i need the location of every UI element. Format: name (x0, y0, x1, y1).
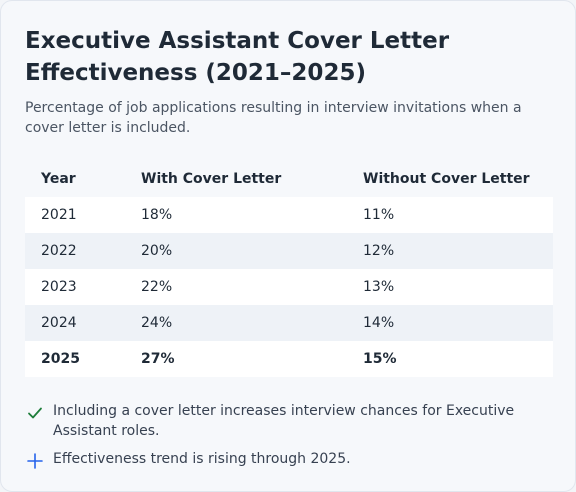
cell-with-cover-letter: 27% (125, 341, 347, 377)
note-text: Effectiveness trend is rising through 20… (53, 451, 351, 467)
table-row: 2022 20% 12% (25, 233, 553, 269)
column-header-with-cover-letter: With Cover Letter (141, 171, 282, 187)
cell-year: 2022 (25, 233, 125, 269)
cell-without-cover-letter: 13% (347, 269, 553, 305)
cell-without-cover-letter: 15% (347, 341, 553, 377)
check-icon (25, 403, 45, 423)
cell-year: 2021 (25, 197, 125, 233)
note-item: Effectiveness trend is rising through 20… (25, 449, 545, 471)
cell-with-cover-letter: 18% (125, 197, 347, 233)
cell-without-cover-letter: 11% (347, 197, 553, 233)
cell-year: 2023 (25, 269, 125, 305)
page-subtitle: Percentage of job applications resulting… (25, 100, 522, 136)
data-table: Year With Cover Letter Without Cover Let… (25, 161, 553, 377)
column-header-without-cover-letter: Without Cover Letter (363, 171, 530, 187)
note-text: Including a cover letter increases inter… (53, 403, 515, 439)
notes-list: Including a cover letter increases inter… (25, 401, 545, 479)
table-row-highlight: 2025 27% 15% (25, 341, 553, 377)
table-row: 2021 18% 11% (25, 197, 553, 233)
cell-with-cover-letter: 20% (125, 233, 347, 269)
cell-year: 2024 (25, 305, 125, 341)
cell-without-cover-letter: 12% (347, 233, 553, 269)
cell-with-cover-letter: 22% (125, 269, 347, 305)
page-title: Executive Assistant Cover Letter Effecti… (25, 28, 450, 86)
table-row: 2023 22% 13% (25, 269, 553, 305)
cell-with-cover-letter: 24% (125, 305, 347, 341)
table-header-row: Year With Cover Letter Without Cover Let… (25, 161, 553, 197)
plus-icon (25, 451, 45, 471)
cell-year: 2025 (25, 341, 125, 377)
column-header-year: Year (41, 171, 76, 187)
table-row: 2024 24% 14% (25, 305, 553, 341)
note-item: Including a cover letter increases inter… (25, 401, 545, 441)
cell-without-cover-letter: 14% (347, 305, 553, 341)
